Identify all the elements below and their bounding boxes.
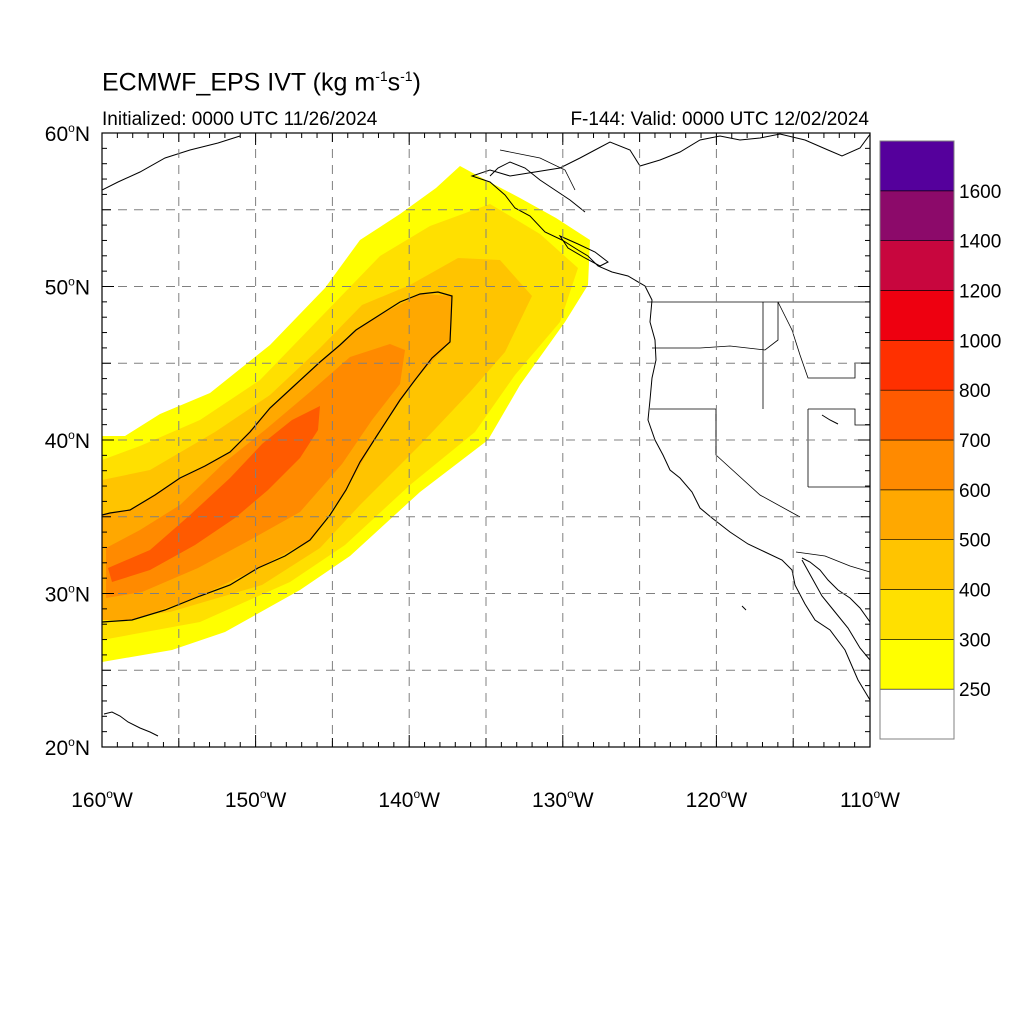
us-mexico-border [795,551,870,573]
colorbar-label: 300 [959,630,991,651]
ut-wy-border [808,408,870,426]
colorbar-swatch [879,140,955,192]
lat-tick-label: 20oN [45,735,90,760]
colorbar-frame [879,140,955,740]
lon-tick-label: 110oW [840,787,900,812]
colorbar-label: 600 [959,481,991,502]
hawaii-islands [103,711,159,737]
colorbar-swatch [879,439,955,491]
lon-tick-label: 120oW [686,787,748,812]
or-ca-border [650,408,717,455]
bc-inner-coast [489,161,586,213]
ivt-band-700 [108,406,320,582]
ivt-shading [102,166,590,662]
vancouver-island [558,234,609,267]
west-coast-coastline [470,133,870,701]
colorbar-label: 700 [959,431,991,452]
colorbar-swatch [879,240,955,291]
colorbar-swatch [879,290,955,341]
ca-nv-border [715,409,801,518]
id-mt-border [777,301,870,379]
baja-gulf-coast [801,557,870,623]
lat-tick-label: 30oN [45,582,90,607]
lat-tick-label: 40oN [45,428,90,453]
initialized-time: Initialized: 0000 UTC 11/26/2024 [102,109,378,130]
lon-tick-label: 130oW [532,787,594,812]
graticule [102,133,870,747]
lat-tick-label: 60oN [45,121,90,146]
chart-title: ECMWF_EPS IVT (kg m-1s-1) [102,68,421,97]
canada-interior-border [499,149,576,191]
alaska-coast [102,135,241,191]
colorbar-label: 1600 [959,182,1001,203]
colorbar-swatch [879,688,955,740]
valid-time: F-144: Valid: 0000 UTC 12/02/2024 [570,109,869,130]
lat-tick-label: 50oN [45,275,90,300]
colorbar-label: 500 [959,531,991,552]
colorbar-swatch [879,539,955,590]
colorbar-label: 1000 [959,331,1001,352]
gulf-of-california-east [801,559,870,661]
wa-or-border [652,302,779,351]
colorbar-swatch [879,589,955,640]
great-salt-lake [821,414,839,425]
colorbar-swatch [879,639,955,690]
colorbar: 250 300 400 500 600 700 800 1000 1200 1400 1600 [879,140,1001,740]
colorbar-swatch [879,190,955,241]
axis-labels: 20oN 30oN 40oN 50oN 60oN 160oW 150oW 140oW 130oW… [45,121,900,812]
lon-tick-label: 160oW [71,787,133,812]
colorbar-label: 250 [959,680,991,701]
colorbar-label: 400 [959,581,991,602]
axis-ticks [101,132,871,748]
lon-tick-label: 140oW [378,787,440,812]
baja-island-1 [741,605,747,611]
colorbar-label: 1400 [959,232,1001,253]
colorbar-label: 1200 [959,282,1001,303]
colorbar-swatch [879,340,955,391]
colorbar-label: 800 [959,381,991,402]
colorbar-swatch [879,489,955,540]
colorbar-swatch [879,389,955,441]
lon-tick-label: 150oW [225,787,287,812]
ivt-contour-500 [102,291,453,623]
